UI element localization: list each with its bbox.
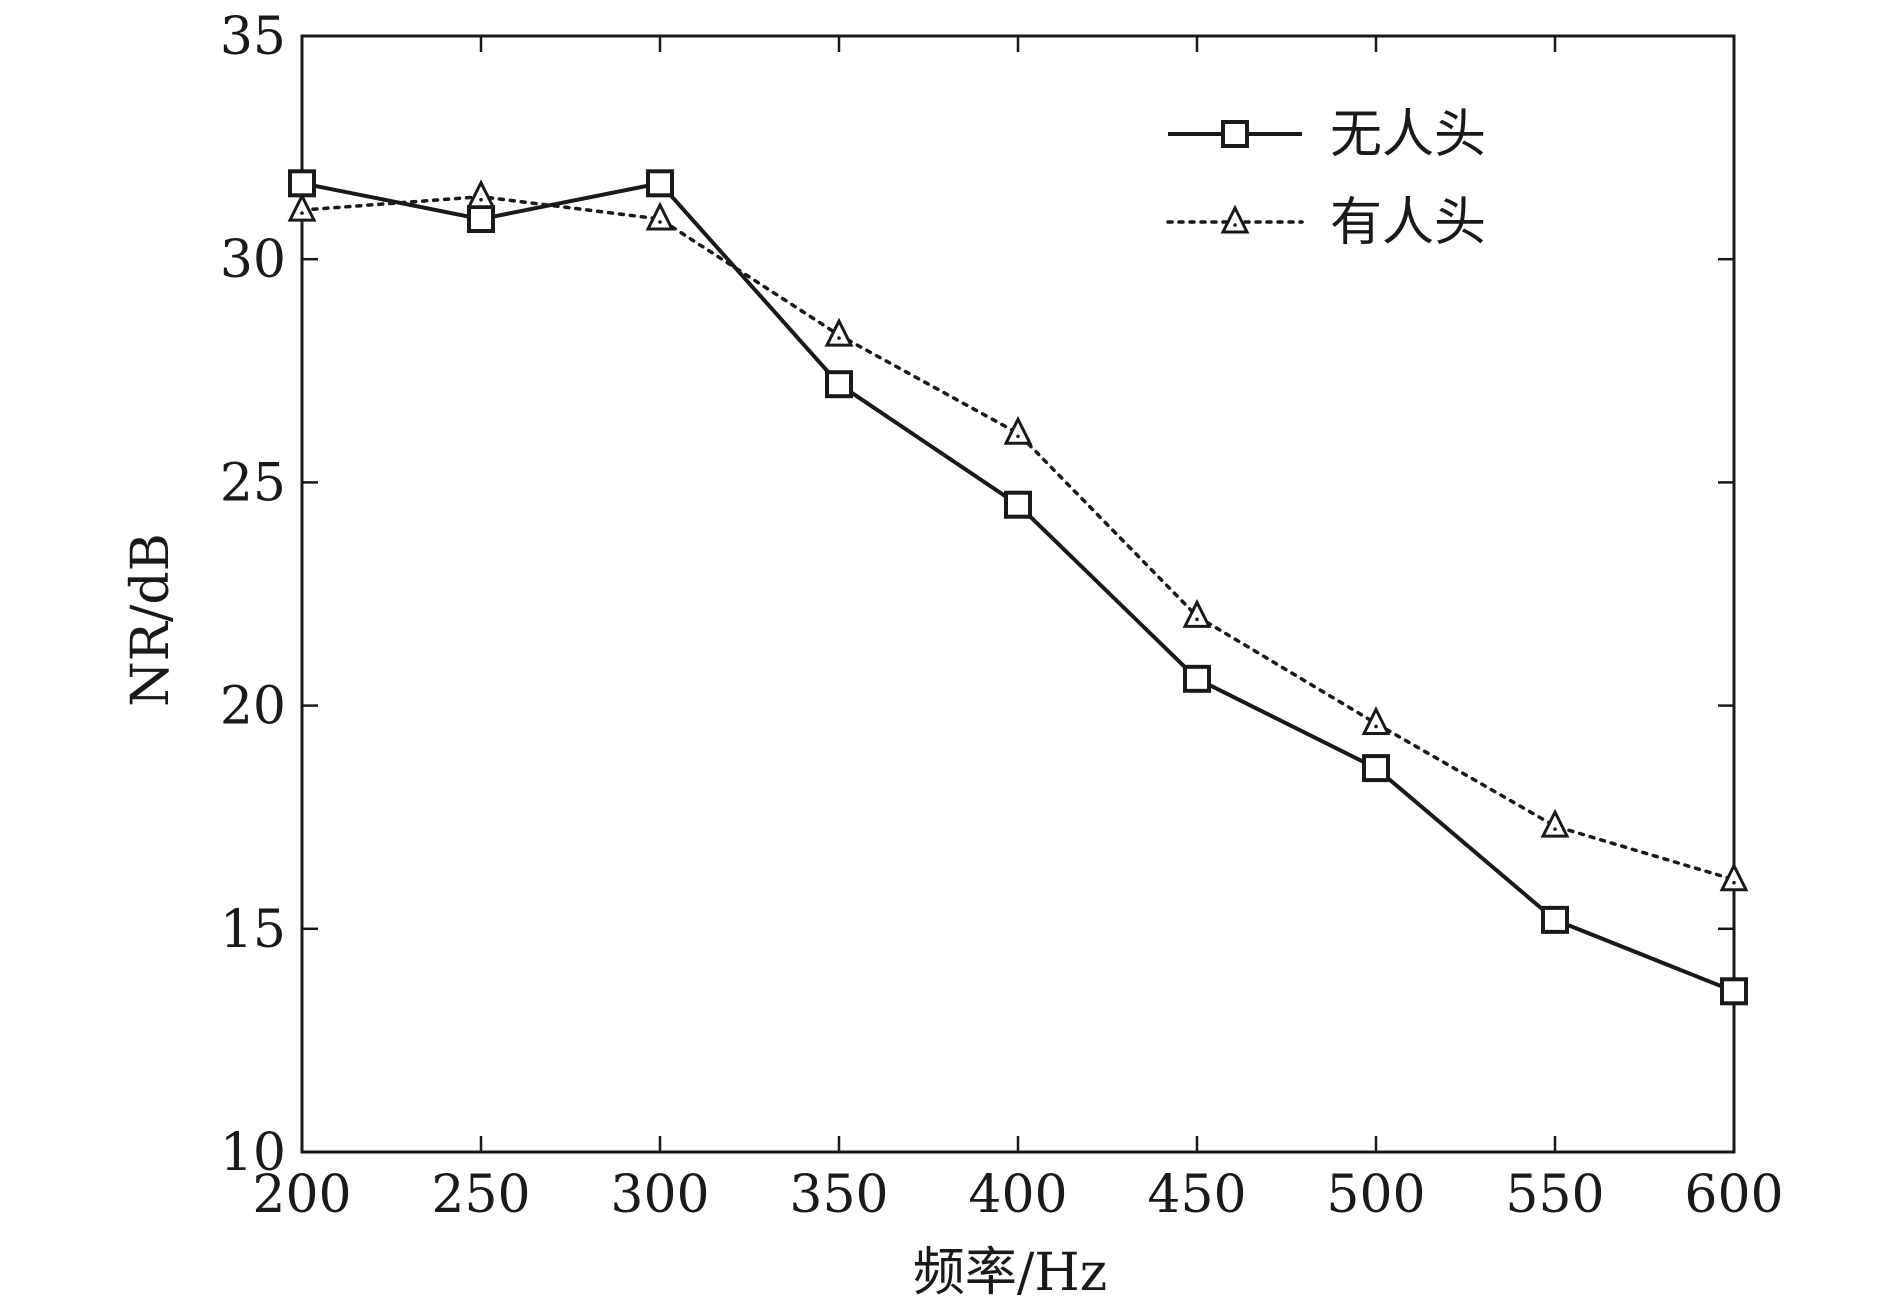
y-axis-title: NR/dB — [121, 533, 181, 707]
x-tick-label: 600 — [1684, 1165, 1783, 1225]
x-tick-label: 500 — [1326, 1165, 1425, 1225]
data-point-square — [467, 205, 495, 234]
y-tick-label: 25 — [220, 453, 286, 513]
data-point-triangle — [287, 192, 317, 222]
y-tick-label: 30 — [220, 230, 286, 290]
data-point-triangle — [645, 201, 675, 231]
y-tick-label: 20 — [220, 677, 286, 737]
data-point-triangle-dot — [837, 336, 841, 340]
series-line-2 — [300, 194, 1736, 882]
y-tick-label: 10 — [220, 1123, 286, 1183]
legend-marker-2-dot — [1233, 223, 1237, 227]
data-point-square — [825, 370, 853, 399]
x-tick-label: 450 — [1147, 1165, 1246, 1225]
x-tick-label: 200 — [252, 1165, 351, 1225]
x-tick-label: 550 — [1505, 1165, 1604, 1225]
data-point-square — [1720, 977, 1748, 1006]
y-tick-label: 35 — [220, 7, 286, 67]
legend-marker-2 — [1220, 204, 1250, 234]
data-point-triangle — [1540, 808, 1570, 838]
x-axis-title: 频率/Hz — [913, 1243, 1107, 1300]
data-point-square — [646, 169, 674, 198]
x-tick-label: 400 — [968, 1165, 1067, 1225]
labels-group: NR/dB 频率/Hz — [121, 533, 1107, 1300]
data-point-square — [1541, 905, 1569, 934]
data-point-triangle-dot — [658, 220, 662, 224]
data-point-triangle — [1182, 598, 1212, 628]
plot-frame-group — [300, 34, 1736, 1154]
data-point-triangle — [466, 179, 496, 209]
series-group — [287, 169, 1749, 1006]
data-point-triangle-dot — [1195, 617, 1199, 622]
legend-label-2: 有人头 — [1330, 193, 1486, 253]
x-tick-label: 350 — [789, 1165, 888, 1225]
data-point-triangle — [1003, 415, 1033, 445]
data-point-triangle-dot — [300, 211, 304, 215]
data-point-square — [1004, 490, 1032, 519]
x-tick-label: 250 — [431, 1165, 530, 1225]
data-point-triangle-dot — [1553, 827, 1557, 831]
plot-frame — [300, 34, 1736, 1154]
y-tick-label: 15 — [220, 900, 286, 960]
ticks-group: 200 250 300 350 400 450 500 550 600 10 15 20 25 30 35 — [220, 7, 1784, 1225]
data-point-square — [1362, 754, 1390, 783]
series-line-1 — [301, 181, 1735, 994]
legend-label-1: 无人头 — [1330, 105, 1486, 165]
legend-marker-1 — [1221, 120, 1249, 148]
x-tick-label: 300 — [610, 1165, 709, 1225]
data-point-triangle — [1719, 862, 1749, 892]
data-point-square — [1183, 664, 1211, 693]
data-point-square — [288, 169, 316, 198]
data-point-triangle-dot — [479, 197, 483, 202]
data-point-triangle-dot — [1732, 880, 1736, 885]
data-point-triangle — [1361, 706, 1391, 735]
data-point-triangle-dot — [1016, 434, 1020, 439]
data-point-triangle — [824, 317, 854, 347]
data-point-triangle-dot — [1374, 724, 1378, 729]
